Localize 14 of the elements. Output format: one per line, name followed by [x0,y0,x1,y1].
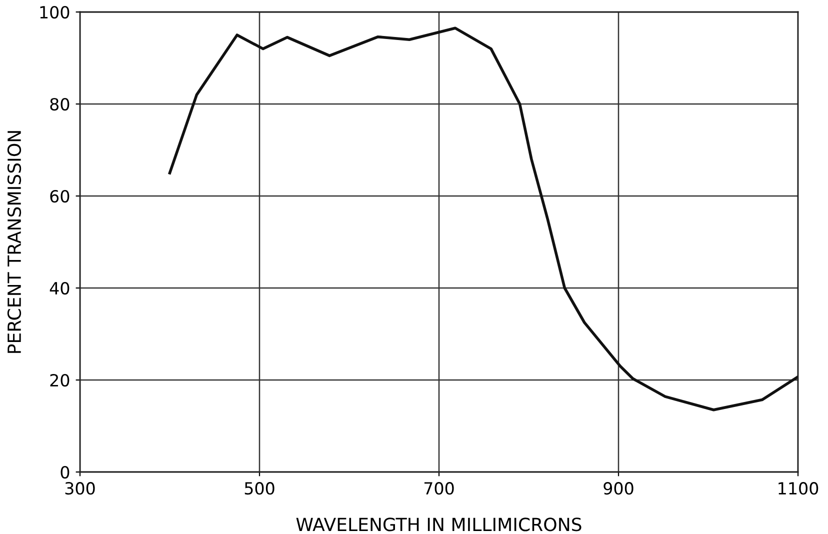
y-tick-label: 0 [60,466,70,479]
x-tick-label: 300 [65,482,95,495]
x-tick-label: 1100 [778,482,818,495]
y-tick-label: 60 [50,190,70,203]
y-axis-title: PERCENT TRANSMISSION [7,131,22,353]
x-tick-label: 700 [424,482,454,495]
x-tick-label: 500 [244,482,274,495]
y-tick-label: 40 [50,282,70,295]
x-axis-title: WAVELENGTH IN MILLIMICRONS [296,518,582,532]
y-tick-label: 80 [50,98,70,111]
y-tick-label: 20 [50,374,70,387]
x-tick-label: 900 [604,482,634,495]
y-tick-label: 100 [40,6,70,19]
line-series [168,26,798,412]
